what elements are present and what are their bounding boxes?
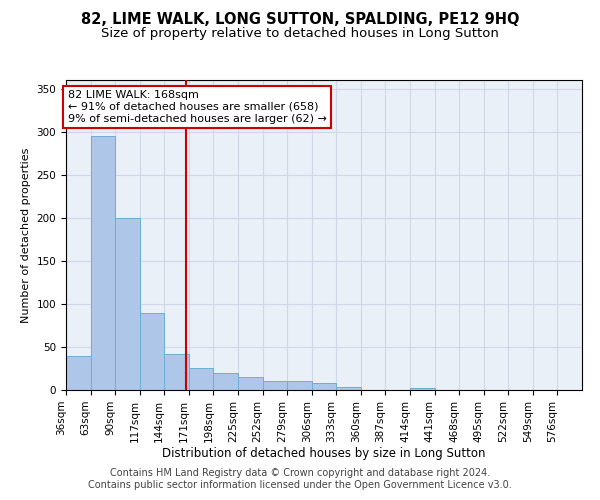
Text: Contains HM Land Registry data © Crown copyright and database right 2024.
Contai: Contains HM Land Registry data © Crown c… [88,468,512,490]
Bar [214,373,238,390]
Text: 82, LIME WALK, LONG SUTTON, SPALDING, PE12 9HQ: 82, LIME WALK, LONG SUTTON, SPALDING, PE… [81,12,519,28]
Bar [287,382,312,390]
Bar [238,377,263,390]
Text: Size of property relative to detached houses in Long Sutton: Size of property relative to detached ho… [101,28,499,40]
Bar [140,312,164,390]
Text: 82 LIME WALK: 168sqm
← 91% of detached houses are smaller (658)
9% of semi-detac: 82 LIME WALK: 168sqm ← 91% of detached h… [68,90,326,124]
Y-axis label: Number of detached properties: Number of detached properties [21,148,31,322]
Bar [189,368,214,390]
Bar [410,388,434,390]
Bar [91,136,115,390]
Bar [336,388,361,390]
Bar [66,356,91,390]
Bar [263,382,287,390]
Bar [115,218,140,390]
Bar [312,383,336,390]
X-axis label: Distribution of detached houses by size in Long Sutton: Distribution of detached houses by size … [162,448,486,460]
Bar [164,354,189,390]
